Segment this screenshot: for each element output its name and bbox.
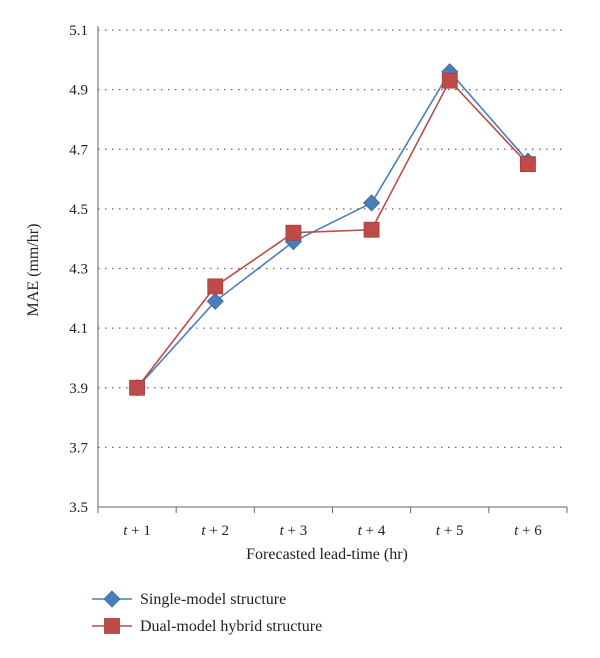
x-tick-label: t + 5 [436,523,464,539]
y-tick-label: 4.1 [69,321,88,337]
y-tick-label: 4.3 [69,262,88,278]
x-tick-label: t + 3 [280,523,308,539]
legend-entry-label: Single-model structure [140,591,286,608]
x-tick-label: t + 6 [514,523,542,539]
dual-model-point [207,278,224,295]
x-tick-label: t + 2 [201,523,229,539]
dual-model-point [441,72,458,89]
y-tick-label: 4.5 [69,202,88,218]
axes: 3.5 3.7 3.9 4.1 4.3 4.5 4.7 4.9 5.1 t + 1 t + 2 t +… [69,23,568,539]
y-tick-label: 5.1 [69,23,88,39]
legend-entry-label: Dual-model hybrid structure [140,618,322,635]
y-axis-label: MAE (mm/hr) [25,224,42,317]
gridlines [98,29,567,449]
single-model-point [363,194,381,212]
y-tick-label: 4.9 [69,83,88,99]
dual-model-point [363,221,380,238]
series-line-single-model [136,70,529,389]
x-tick-label: t + 1 [123,523,151,539]
dual-model-point [520,156,536,173]
x-axis-label: Forecasted lead-time (hr) [246,546,408,563]
series [128,63,537,397]
legend-marker [104,618,120,634]
y-tick-label: 4.7 [69,142,88,158]
legend-marker [103,590,121,608]
y-tick-label: 3.9 [69,381,88,397]
y-tick-label: 3.5 [69,500,88,516]
legend: Single-model structure Dual-model hybrid … [92,590,322,635]
dual-model-point [129,379,145,396]
single-model-point [206,292,224,310]
y-tick-label: 3.7 [69,440,88,456]
series-line-dual-model [136,79,529,389]
x-tick-label: t + 4 [358,523,386,539]
dual-model-point [285,224,302,241]
